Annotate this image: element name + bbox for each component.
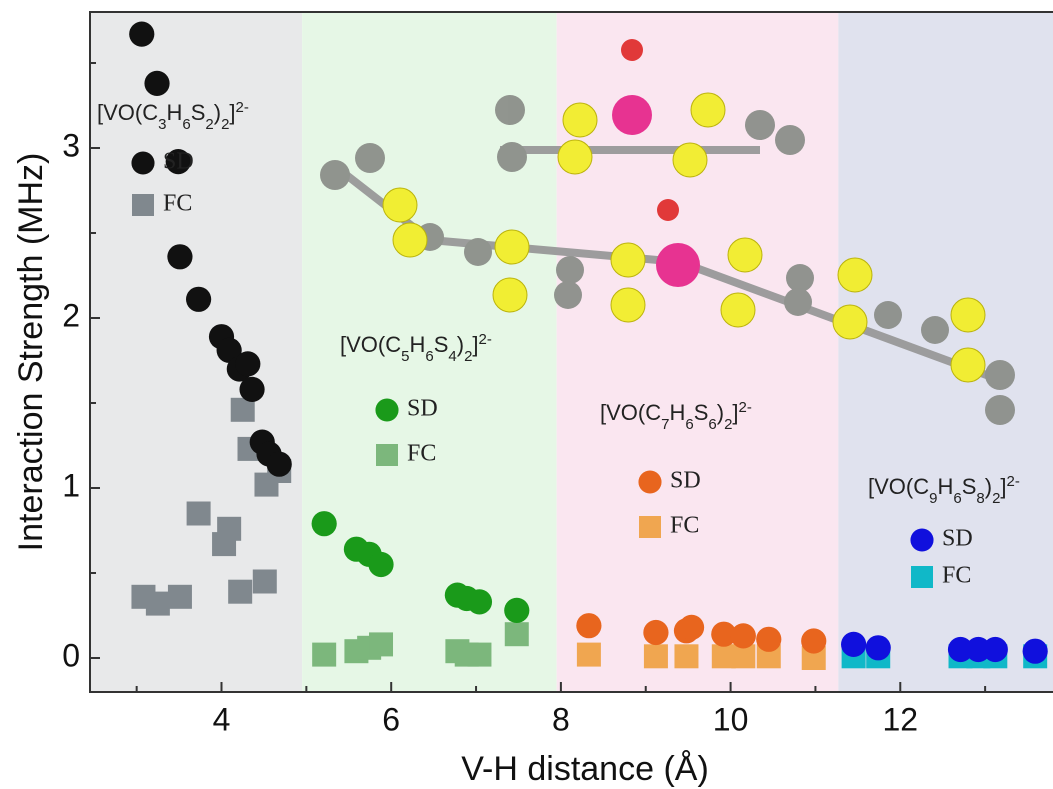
data-point	[369, 632, 393, 656]
data-point	[467, 643, 491, 667]
legend-label: FC	[163, 191, 192, 217]
legend-marker	[911, 566, 933, 588]
x-tick-label: 8	[552, 701, 570, 737]
data-point	[267, 452, 292, 477]
data-point	[1023, 639, 1048, 664]
data-point	[168, 585, 192, 609]
legend-label: SD	[407, 396, 438, 422]
y-tick-label: 0	[62, 637, 80, 673]
chart: 46810120123 [VO(C3H6S2)2]2-SDFC[VO(C5H6S…	[0, 0, 1053, 789]
data-point	[505, 622, 529, 646]
data-point	[187, 502, 211, 526]
y-tick-label: 2	[62, 297, 80, 333]
data-point	[504, 598, 529, 623]
data-point	[167, 244, 192, 269]
data-point	[467, 589, 492, 614]
data-point	[731, 623, 756, 648]
x-axis-label: V-H distance (Å)	[461, 750, 709, 788]
data-point	[643, 620, 668, 645]
data-point	[841, 632, 866, 657]
data-point	[312, 643, 336, 667]
y-axis-label: Interaction Strength (MHz)	[12, 153, 50, 552]
data-point	[576, 613, 601, 638]
data-point	[756, 627, 781, 652]
legend-marker	[910, 528, 933, 551]
data-point	[228, 580, 252, 604]
legend-marker	[131, 151, 154, 174]
data-point	[144, 71, 169, 96]
y-tick-label: 1	[62, 467, 80, 503]
legend-label: SD	[670, 468, 701, 494]
background-band	[838, 12, 1053, 692]
legend-label: FC	[670, 513, 699, 539]
data-point	[253, 570, 277, 594]
x-tick-label: 12	[882, 701, 918, 737]
legend-marker	[638, 470, 661, 493]
data-point	[186, 287, 211, 312]
data-point	[146, 592, 170, 616]
data-point	[239, 377, 264, 402]
data-point	[235, 351, 260, 376]
data-point	[129, 21, 154, 46]
data-point	[866, 635, 891, 660]
data-point	[801, 628, 826, 653]
y-tick-label: 3	[62, 127, 80, 163]
x-tick-label: 6	[382, 701, 400, 737]
legend-label: SD	[163, 149, 194, 175]
data-point	[312, 511, 337, 536]
x-tick-label: 10	[713, 701, 749, 737]
data-point	[679, 615, 704, 640]
legend-label: FC	[942, 563, 971, 589]
data-point	[577, 643, 601, 667]
legend-label: SD	[942, 526, 973, 552]
legend-label: FC	[407, 441, 436, 467]
data-point	[674, 644, 698, 668]
legend-marker	[639, 516, 661, 538]
data-point	[217, 517, 241, 541]
data-point	[368, 552, 393, 577]
x-tick-label: 4	[213, 701, 231, 737]
legend-marker	[132, 194, 154, 216]
data-point	[983, 637, 1008, 662]
legend-marker	[376, 444, 398, 466]
data-point	[644, 644, 668, 668]
legend-marker	[375, 398, 398, 421]
